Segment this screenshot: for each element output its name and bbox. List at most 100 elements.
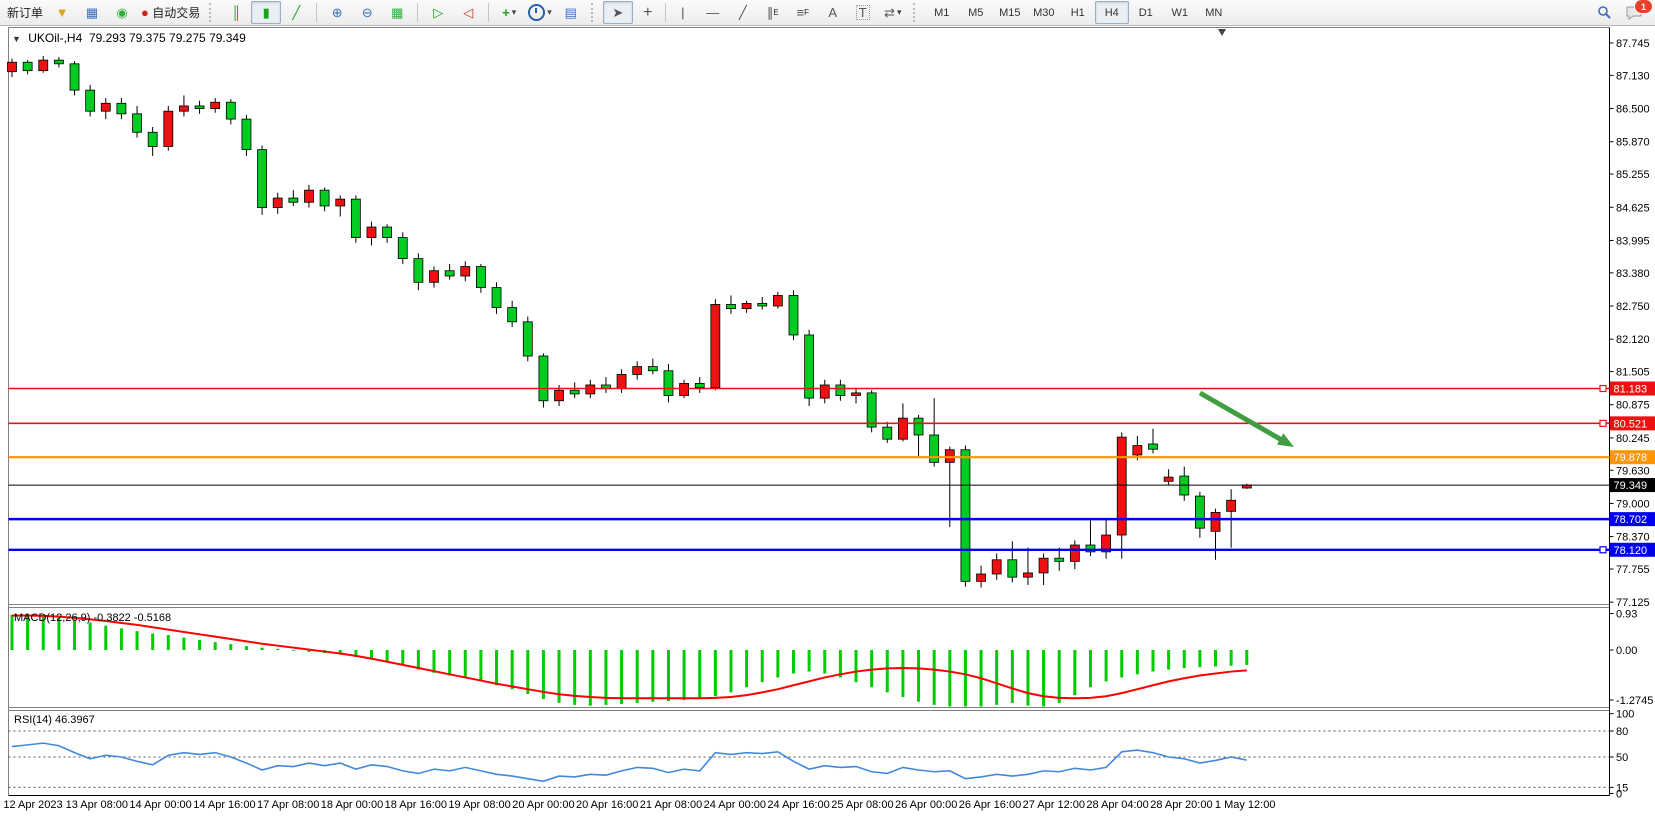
candle-body — [991, 559, 1002, 575]
timeframe-button-m5[interactable]: M5 — [968, 6, 984, 19]
candle-body — [1194, 495, 1205, 529]
candle — [1054, 547, 1065, 571]
fibonacci-button[interactable]: ≡ F — [796, 5, 809, 20]
horizontal-line-button[interactable]: — — [698, 1, 728, 24]
candle-body — [491, 287, 502, 308]
candle — [851, 387, 861, 404]
bar-chart-button[interactable]: ║ — [221, 1, 251, 24]
new-order-button[interactable]: 新订单 — [3, 1, 47, 24]
toolbar-separator — [664, 3, 666, 22]
candle-body — [319, 189, 330, 207]
price-axis-label: 77.755 — [1616, 564, 1650, 576]
text-button[interactable]: A — [818, 1, 848, 24]
candle-body — [304, 189, 314, 203]
market-watch-button[interactable]: ▦ — [77, 1, 107, 24]
zoom-out-button[interactable]: ⊖ — [352, 1, 382, 24]
funnel-icon: ▼ — [55, 5, 69, 20]
candle — [382, 224, 393, 243]
candle — [116, 98, 127, 120]
candle — [366, 221, 377, 246]
macd-histogram — [10, 613, 1249, 707]
timeframe-button-h4[interactable]: H4 — [1094, 1, 1129, 24]
price-axis-label: 79.630 — [1616, 465, 1650, 477]
candle-body — [507, 307, 518, 323]
trendline-button[interactable]: ╱ — [728, 1, 758, 24]
price-axis: 87.745 87.130 86.500 85.870 85.255 84.625 83.9… — [1609, 38, 1650, 609]
tile-windows-button[interactable]: ▦ — [382, 1, 412, 24]
notifications-button[interactable]: 1 — [1619, 0, 1653, 24]
templates-button[interactable]: ▤ — [556, 1, 586, 24]
rsi-level-lines — [8, 730, 1610, 788]
indicators-button[interactable]: + ▾ — [494, 1, 524, 24]
candle-body — [554, 389, 564, 402]
timeframe-button-d1[interactable]: D1 — [1138, 6, 1153, 19]
channel-button[interactable]: ∥ E — [766, 5, 779, 20]
line-chart-icon: ╱ — [292, 5, 301, 20]
candle-body — [522, 321, 533, 357]
crosshair-button[interactable]: + — [633, 1, 663, 24]
price-axis-label: 80.245 — [1616, 433, 1650, 445]
chart-symbol-period: UKOil-,H4 — [28, 31, 83, 45]
arrows-button[interactable]: ⇄ ▾ — [878, 1, 908, 24]
toolbar-group-timeframes: M1 M5 M15 M30 H1 H4 D1 W1 MN — [922, 0, 1234, 25]
candle-body — [1226, 499, 1237, 512]
timeframe-button-w1[interactable]: W1 — [1171, 6, 1189, 19]
timeframe-button-m30[interactable]: M30 — [1033, 6, 1055, 19]
fibonacci-icon: ≡ — [796, 5, 805, 20]
candle-body — [679, 382, 689, 396]
price-axis-label: 87.130 — [1616, 70, 1650, 82]
timeframe-button-m1[interactable]: M1 — [934, 6, 950, 19]
timeframe-button-mn[interactable]: MN — [1205, 6, 1223, 19]
rsi-axis-label: 80 — [1616, 726, 1628, 738]
toolbar-group-chart-type: ║ ▮ ╱ — [218, 0, 314, 25]
search-button[interactable] — [1589, 1, 1619, 24]
chart-canvas[interactable]: 81.183 80.521 79.878 79.349 78.702 78.120 87.7… — [0, 26, 1655, 828]
candle-body — [710, 304, 721, 389]
autoscroll-button[interactable]: ▷ — [423, 1, 453, 24]
vertical-line-button[interactable]: | — [668, 1, 698, 24]
signal-button[interactable]: ◉ — [107, 1, 137, 24]
time-axis-label: 27 Apr 12:00 — [1023, 799, 1085, 811]
candle-body — [1023, 572, 1033, 578]
zoom-in-button[interactable]: ⊕ — [322, 1, 352, 24]
timeframe-button-m15[interactable]: M15 — [999, 6, 1021, 19]
price-badge-label: 79.349 — [1614, 480, 1648, 492]
auto-trading-label: 自动交易 — [152, 6, 201, 20]
candlestick-button[interactable]: ▮ — [251, 1, 282, 24]
candle — [257, 145, 267, 215]
candle — [304, 184, 314, 208]
candle — [819, 379, 830, 404]
candle — [726, 295, 736, 314]
funnel-button[interactable]: ▼ — [47, 1, 77, 24]
chevron-down-icon: ▾ — [896, 7, 902, 17]
cursor-button[interactable]: ➤ — [602, 1, 633, 24]
candle-body — [335, 198, 346, 207]
auto-trading-button[interactable]: ● 自动交易 — [137, 1, 204, 24]
candle — [1101, 518, 1111, 559]
macd-values: -0.3822 -0.5168 — [93, 612, 172, 624]
chart-menu-arrow-icon[interactable]: ▼ — [12, 34, 21, 44]
line-chart-button[interactable]: ╱ — [281, 1, 311, 24]
new-order-label: 新订单 — [7, 6, 44, 20]
candle-body — [210, 101, 221, 109]
candle-body — [397, 237, 408, 260]
periods-button[interactable]: ▾ — [524, 1, 556, 24]
rsi-line — [11, 742, 1247, 783]
candle-body — [7, 61, 17, 73]
price-axis-label: 84.625 — [1616, 202, 1650, 214]
price-axis-label: 78.370 — [1616, 532, 1650, 544]
candle-body — [757, 302, 768, 307]
time-axis-label: 13 Apr 08:00 — [66, 799, 128, 811]
candle-body — [835, 384, 846, 396]
time-axis-label: 20 Apr 16:00 — [576, 799, 638, 811]
text-label-button[interactable]: T — [848, 1, 878, 24]
candle-body — [944, 449, 955, 463]
chart-shift-button[interactable]: ◁ — [453, 1, 483, 24]
tile-windows-icon: ▦ — [391, 5, 404, 20]
timeframe-button-h1[interactable]: H1 — [1070, 6, 1085, 19]
candle-body — [1038, 557, 1049, 574]
candle-body — [772, 295, 783, 307]
time-axis-label: 17 Apr 08:00 — [257, 799, 319, 811]
candle — [944, 446, 955, 528]
candle — [898, 403, 908, 442]
